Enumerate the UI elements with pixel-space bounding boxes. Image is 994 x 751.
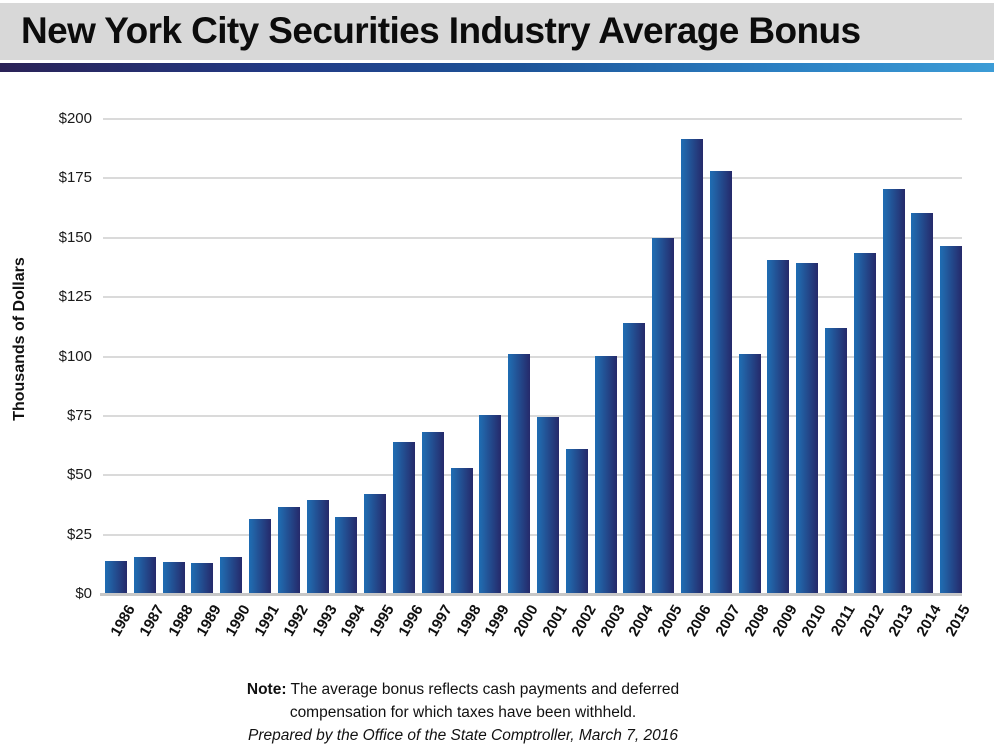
- bar-2005: [652, 238, 675, 594]
- bar-1996: [393, 442, 415, 594]
- bar-1988: [162, 562, 185, 594]
- y-tick-label: $125: [58, 288, 92, 306]
- bar-2002: [565, 449, 588, 594]
- bar-1991: [249, 519, 271, 594]
- bar-2004: [623, 323, 646, 594]
- bar-2011: [825, 328, 847, 594]
- bar-1992: [277, 507, 300, 594]
- gridline: [103, 236, 962, 239]
- bar-1997: [421, 432, 444, 594]
- gridline: [103, 355, 962, 358]
- y-axis-title: Thousands of Dollars: [11, 257, 28, 421]
- bar-2007: [709, 171, 732, 594]
- x-axis-baseline: [100, 593, 962, 596]
- bar-2009: [767, 260, 790, 594]
- bar-2012: [853, 253, 876, 594]
- y-tick-label: $0: [75, 585, 92, 602]
- bar-1987: [133, 557, 156, 594]
- gridline: [103, 296, 962, 299]
- y-tick-label: $50: [66, 466, 92, 484]
- title-underline-gradient: [0, 63, 994, 72]
- gridline: [103, 118, 962, 120]
- bar-1999: [479, 415, 502, 594]
- gridline: [103, 177, 962, 180]
- bar-2015: [940, 246, 963, 594]
- bar-2001: [537, 417, 559, 594]
- bar-1994: [335, 517, 358, 594]
- bar-2006: [681, 139, 703, 594]
- bar-2014: [911, 213, 934, 594]
- gridline: [103, 474, 962, 477]
- bar-1990: [220, 557, 243, 594]
- gridline: [103, 414, 962, 417]
- bar-2010: [796, 263, 819, 594]
- note-line1: The average bonus reflects cash payments…: [290, 681, 680, 698]
- bar-1998: [450, 468, 473, 594]
- bar-2008: [738, 354, 761, 594]
- note-line2: compensation for which taxes have been w…: [289, 704, 637, 721]
- footnote-text: Note: The average bonus reflects cash pa…: [0, 678, 926, 724]
- y-tick-label: $25: [66, 525, 92, 543]
- y-tick-label: $175: [58, 169, 92, 187]
- bar-1993: [306, 500, 329, 594]
- footnote: Note: The average bonus reflects cash pa…: [0, 678, 926, 747]
- bar-1989: [191, 563, 214, 594]
- y-tick-label: $75: [66, 406, 92, 424]
- bar-1986: [105, 561, 127, 594]
- y-tick-label: $200: [58, 110, 92, 127]
- y-tick-label: $150: [58, 228, 92, 246]
- note-label: Note:: [246, 681, 287, 698]
- y-tick-label: $100: [58, 347, 92, 365]
- bar-2003: [594, 356, 617, 594]
- title-bar: New York City Securities Industry Averag…: [0, 3, 994, 60]
- page-title: New York City Securities Industry Averag…: [21, 9, 861, 51]
- bar-1995: [364, 494, 387, 594]
- prepared-by-line: Prepared by the Office of the State Comp…: [248, 727, 678, 744]
- bar-2000: [508, 354, 531, 594]
- gridline: [103, 533, 962, 536]
- bar-2013: [882, 189, 905, 594]
